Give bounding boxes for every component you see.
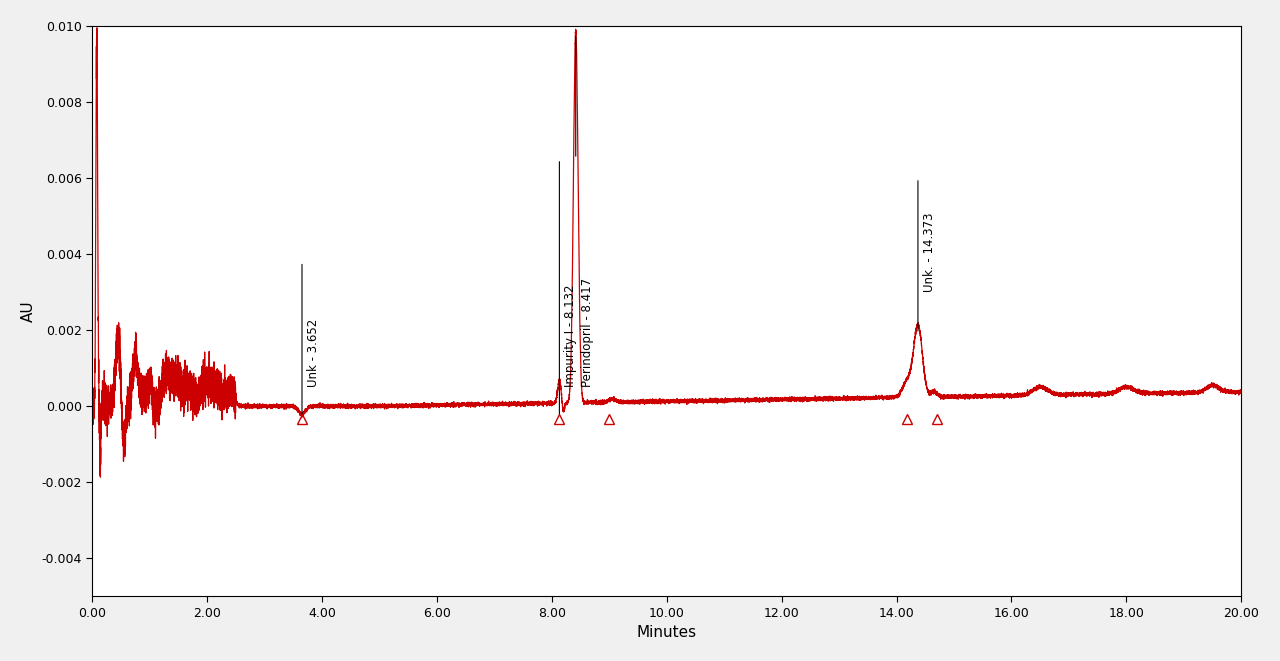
X-axis label: Minutes: Minutes xyxy=(636,625,696,640)
Text: Unk. - 14.373: Unk. - 14.373 xyxy=(923,212,936,292)
Text: Perindopril - 8.417: Perindopril - 8.417 xyxy=(581,278,594,387)
Text: Unk - 3.652: Unk - 3.652 xyxy=(307,319,320,387)
Text: Impurity I - 8.132: Impurity I - 8.132 xyxy=(564,285,577,387)
Y-axis label: AU: AU xyxy=(20,300,36,322)
